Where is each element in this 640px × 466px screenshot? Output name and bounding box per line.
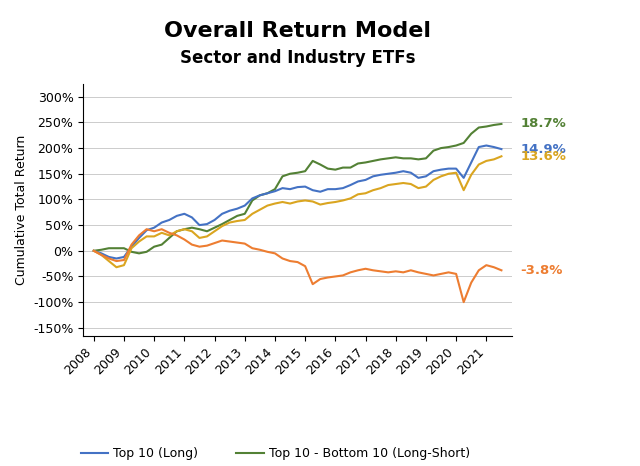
- Bottom 10 (Short): [460, 299, 468, 305]
- Top 10 - Bottom 10 (Long-Short): [90, 248, 98, 254]
- S&P 500: [113, 264, 120, 270]
- Top 10 (Long): [490, 144, 498, 150]
- Text: 14.9%: 14.9%: [520, 143, 566, 156]
- S&P 500: [143, 233, 150, 239]
- Line: Top 10 (Long): Top 10 (Long): [94, 145, 501, 259]
- Top 10 - Bottom 10 (Long-Short): [173, 228, 180, 234]
- Top 10 - Bottom 10 (Long-Short): [248, 198, 256, 203]
- Bottom 10 (Short): [196, 244, 204, 249]
- S&P 500: [490, 157, 498, 162]
- Line: S&P 500: S&P 500: [94, 156, 501, 267]
- Bottom 10 (Short): [173, 233, 180, 238]
- Legend: Top 10 (Long), Bottom 10 (Short), Top 10 - Bottom 10 (Long-Short), S&P 500: Top 10 (Long), Bottom 10 (Short), Top 10…: [81, 447, 470, 466]
- Y-axis label: Cumulative Total Return: Cumulative Total Return: [15, 135, 28, 285]
- S&P 500: [248, 211, 256, 217]
- Top 10 - Bottom 10 (Long-Short): [196, 226, 204, 232]
- Top 10 (Long): [460, 175, 468, 181]
- Top 10 (Long): [248, 196, 256, 201]
- Top 10 (Long): [143, 227, 150, 233]
- Top 10 - Bottom 10 (Long-Short): [497, 121, 505, 127]
- S&P 500: [460, 187, 468, 193]
- Top 10 - Bottom 10 (Long-Short): [135, 251, 143, 256]
- Text: 13.6%: 13.6%: [520, 150, 566, 163]
- S&P 500: [497, 153, 505, 159]
- Top 10 (Long): [196, 222, 204, 228]
- S&P 500: [173, 228, 180, 234]
- Bottom 10 (Short): [248, 246, 256, 251]
- Text: Sector and Industry ETFs: Sector and Industry ETFs: [180, 49, 415, 67]
- Top 10 (Long): [497, 146, 505, 152]
- Bottom 10 (Short): [143, 226, 150, 232]
- S&P 500: [90, 248, 98, 254]
- Top 10 (Long): [90, 248, 98, 254]
- Text: 18.7%: 18.7%: [520, 117, 566, 130]
- Line: Top 10 - Bottom 10 (Long-Short): Top 10 - Bottom 10 (Long-Short): [94, 124, 501, 254]
- Bottom 10 (Short): [467, 280, 475, 285]
- Top 10 (Long): [483, 143, 490, 148]
- Bottom 10 (Short): [497, 267, 505, 273]
- Text: Overall Return Model: Overall Return Model: [164, 21, 431, 41]
- Text: -3.8%: -3.8%: [520, 264, 563, 277]
- Top 10 - Bottom 10 (Long-Short): [143, 249, 150, 254]
- Line: Bottom 10 (Short): Bottom 10 (Short): [94, 229, 501, 302]
- Top 10 (Long): [173, 213, 180, 219]
- Bottom 10 (Short): [135, 233, 143, 238]
- Top 10 - Bottom 10 (Long-Short): [490, 122, 498, 128]
- Bottom 10 (Short): [90, 248, 98, 254]
- Top 10 (Long): [113, 256, 120, 261]
- S&P 500: [196, 235, 204, 241]
- Top 10 - Bottom 10 (Long-Short): [460, 140, 468, 146]
- Bottom 10 (Short): [490, 264, 498, 270]
